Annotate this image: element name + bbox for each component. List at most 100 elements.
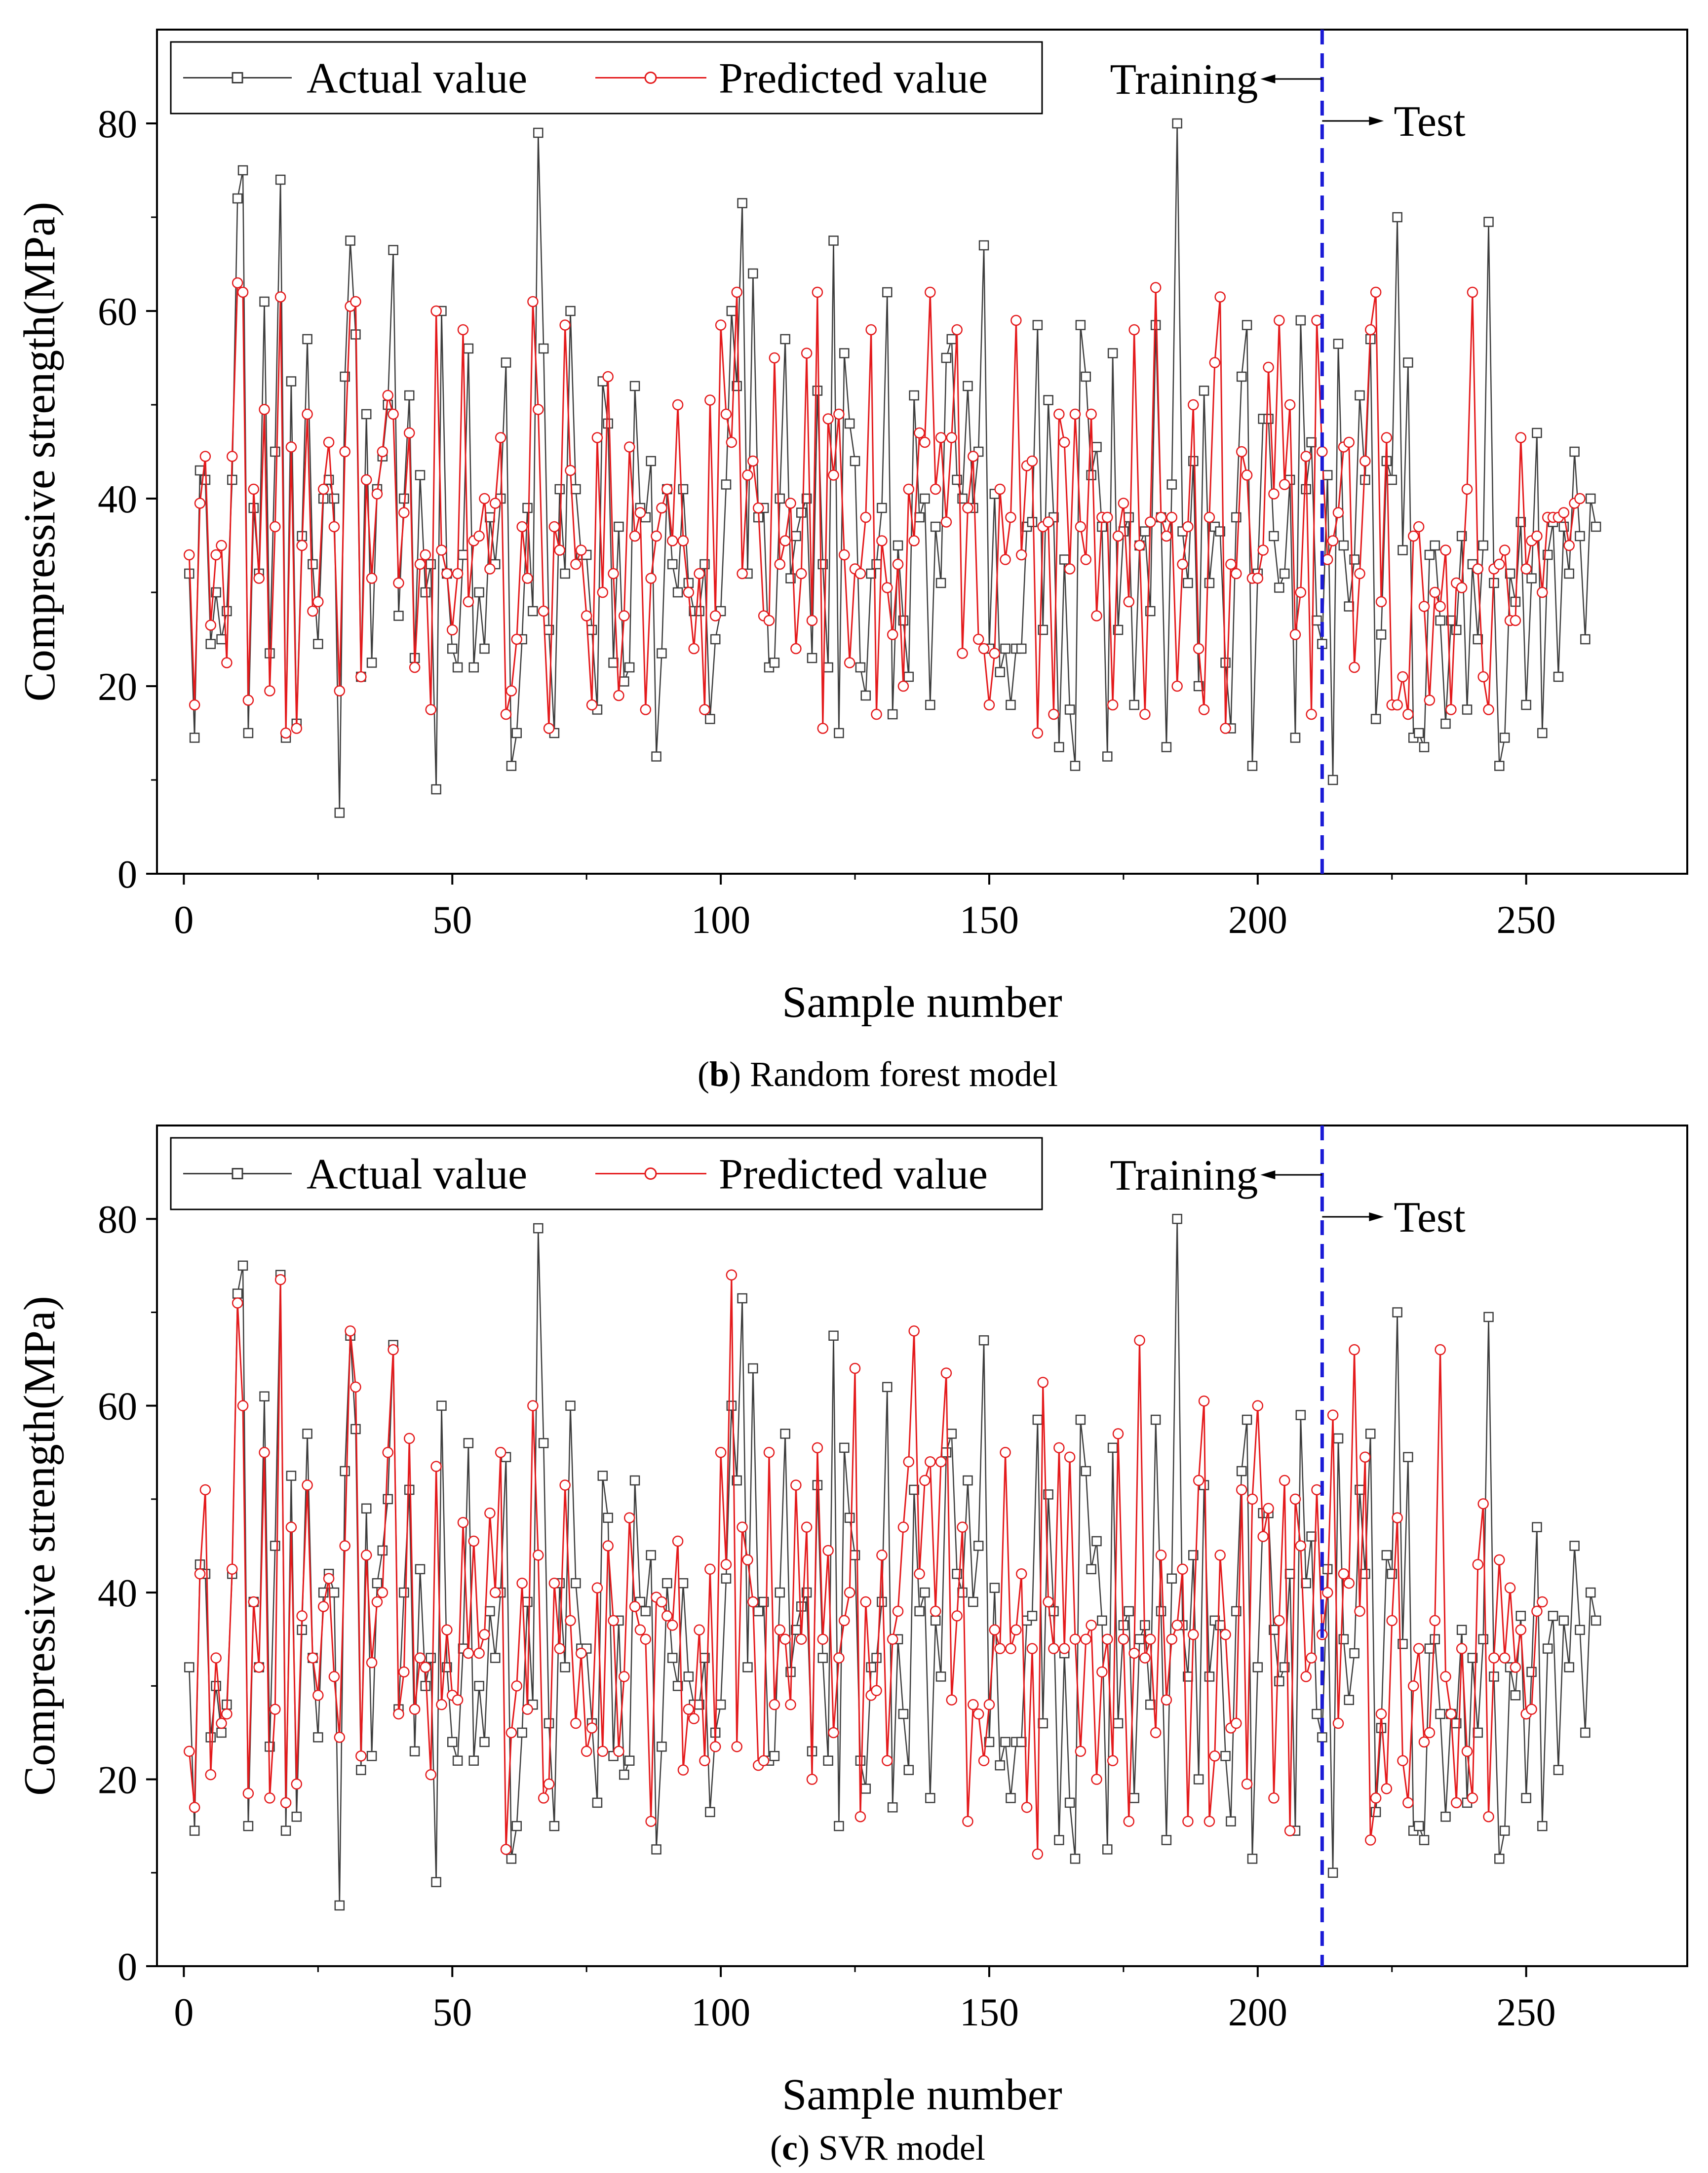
data-point-actual [946, 1429, 957, 1439]
legend-label-actual: Actual value [307, 55, 527, 103]
data-point-predicted [903, 483, 915, 495]
data-point-actual [302, 334, 312, 345]
data-point-predicted [709, 1741, 721, 1752]
data-point-predicted [398, 1666, 410, 1678]
data-point-predicted [1483, 1811, 1494, 1823]
data-point-predicted [629, 1601, 641, 1612]
data-point-actual [1317, 1732, 1327, 1743]
data-point-predicted [350, 1381, 361, 1393]
data-point-predicted [1188, 399, 1199, 411]
data-point-actual [866, 1662, 876, 1672]
data-point-predicted [1102, 511, 1113, 523]
data-point-actual [1295, 1410, 1306, 1420]
data-point-predicted [1472, 563, 1484, 575]
data-point-actual [748, 1363, 758, 1374]
data-point-predicted [1214, 1550, 1226, 1561]
data-point-predicted [1354, 568, 1365, 580]
data-point-predicted [1332, 1717, 1344, 1729]
data-point-predicted [259, 1447, 270, 1458]
data-point-actual [791, 531, 801, 542]
data-point-actual [1585, 493, 1596, 504]
data-point-predicted [839, 549, 850, 561]
data-point-predicted [983, 1699, 995, 1710]
data-point-predicted [1370, 1792, 1382, 1804]
data-point-predicted [887, 1633, 898, 1645]
data-point-predicted [216, 1717, 227, 1729]
data-point-actual [340, 1466, 350, 1476]
data-point-actual [726, 306, 737, 316]
data-point-predicted [844, 1587, 855, 1598]
data-point-actual [866, 568, 876, 579]
data-point-predicted [1209, 1750, 1221, 1762]
data-point-predicted [1161, 1694, 1172, 1706]
data-point-actual [1521, 1793, 1531, 1803]
data-point-predicted [1134, 1334, 1145, 1346]
data-point-predicted [360, 1550, 372, 1561]
data-point-predicted [876, 535, 888, 546]
data-point-predicted [822, 413, 834, 425]
data-point-predicted [683, 1704, 695, 1715]
y-tick-label: 80 [98, 103, 137, 146]
data-point-predicted [796, 1633, 807, 1645]
data-point-actual [399, 493, 409, 504]
data-point-predicted [312, 596, 324, 608]
data-point-predicted [887, 629, 898, 640]
data-point-actual [614, 521, 624, 532]
data-point-predicted [559, 1479, 571, 1491]
training-label: Training [1110, 56, 1258, 104]
data-point-actual [1553, 671, 1564, 682]
data-point-predicted [285, 441, 297, 453]
data-point-actual [313, 639, 323, 649]
data-point-predicted [940, 1367, 952, 1379]
data-point-predicted [1558, 507, 1570, 518]
data-point-predicted [1236, 446, 1247, 458]
data-point-predicted [1359, 455, 1371, 467]
data-point-actual [715, 1699, 726, 1710]
data-point-actual [737, 198, 747, 208]
data-point-actual [409, 1746, 420, 1757]
data-point-predicted [205, 1769, 217, 1781]
data-point-predicted [1058, 436, 1070, 448]
data-point-predicted [806, 1774, 818, 1785]
data-point-predicted [946, 1694, 958, 1706]
data-point-predicted [1461, 483, 1473, 495]
caption-paren-close: ) [729, 1054, 750, 1094]
data-point-predicted [613, 1746, 624, 1757]
data-point-predicted [785, 498, 796, 509]
x-tick-label: 200 [1228, 898, 1287, 942]
data-point-predicted [1058, 1643, 1070, 1654]
data-point-predicted [683, 586, 695, 598]
data-point-predicted [1418, 601, 1430, 612]
data-point-actual [436, 1400, 447, 1411]
data-point-actual [1027, 517, 1038, 527]
data-point-actual [586, 624, 597, 635]
data-point-predicted [576, 1647, 587, 1659]
data-point-actual [1199, 386, 1209, 396]
data-point-actual [308, 559, 318, 570]
data-point-actual [528, 606, 538, 617]
data-point-actual [651, 1844, 661, 1855]
data-point-actual [909, 390, 919, 401]
data-point-predicted [1472, 1559, 1484, 1570]
data-point-predicted [1268, 488, 1280, 500]
data-point-predicted [1311, 1484, 1322, 1496]
data-point-actual [554, 484, 565, 495]
data-point-predicted [688, 1713, 699, 1724]
data-point-actual [1532, 427, 1542, 438]
data-point-predicted [377, 1587, 388, 1598]
data-point-predicted [763, 615, 775, 626]
data-point-actual [463, 343, 474, 354]
data-point-predicted [1086, 1620, 1097, 1631]
data-point-predicted [1526, 1704, 1537, 1715]
data-point-predicted [613, 690, 624, 701]
data-point-predicted [479, 493, 490, 504]
data-point-predicted [623, 441, 635, 453]
data-point-predicted [1499, 1652, 1511, 1664]
data-point-actual [1295, 315, 1306, 326]
data-point-actual [404, 390, 415, 401]
data-point-predicted [1375, 596, 1387, 608]
data-point-actual [216, 634, 227, 645]
data-point-actual [705, 1807, 715, 1818]
data-point-predicted [1300, 451, 1312, 462]
data-point-predicted [1182, 521, 1194, 533]
